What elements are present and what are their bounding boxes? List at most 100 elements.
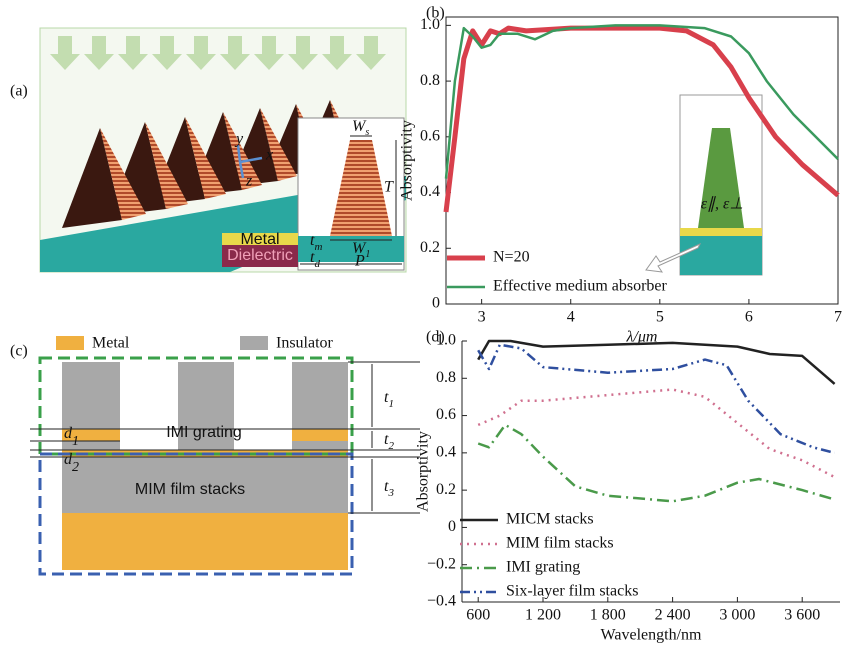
x-tick-label: 1 200 — [525, 607, 561, 624]
legend-label: Dielectric — [227, 247, 293, 264]
thickness-label: td — [310, 249, 320, 270]
thickness-label: d2 — [64, 451, 79, 475]
legend-label: MIM film stacks — [506, 535, 614, 552]
subscript: 2 — [388, 440, 394, 452]
inset-metal — [680, 228, 762, 236]
legend-label: IMI grating — [506, 559, 580, 576]
x-tick-label: 3 000 — [719, 607, 755, 624]
symbol: t — [310, 249, 315, 266]
panel-label: (b) — [426, 5, 445, 22]
y-tick-label: 1.0 — [436, 332, 456, 349]
y-tick-label: 0 — [448, 518, 456, 535]
insulator-layer — [62, 457, 348, 513]
metal-bar — [292, 429, 348, 441]
x-tick-label: 4 — [567, 309, 575, 326]
y-tick-label: 0.6 — [420, 127, 440, 144]
dielectric-swatch — [222, 245, 298, 267]
x-tick-label: 3 — [478, 309, 486, 326]
series-line — [477, 388, 836, 479]
y-tick-label: 0.4 — [436, 444, 456, 461]
axis-letter: y — [234, 131, 244, 148]
symbol: t — [310, 232, 315, 249]
legend-label: Metal — [240, 231, 279, 248]
x-tick-label: 6 — [745, 309, 753, 326]
legend-label: Six-layer film stacks — [506, 583, 638, 600]
panel-a: (a) y x z Ws T — [10, 27, 407, 273]
symbol: W — [352, 240, 367, 257]
legend-label: Metal — [92, 335, 130, 352]
x-tick-label: 2 400 — [655, 607, 691, 624]
panel-c: (c) Metal Insulator IMI grating MIM film… — [10, 335, 420, 576]
y-tick-label: 1.0 — [420, 16, 440, 33]
symbol: t — [384, 389, 389, 406]
y-tick-label: −0.4 — [427, 593, 456, 610]
y-tick-label: 0.8 — [436, 369, 456, 386]
thickness-label: t1 — [384, 389, 394, 410]
plot-frame — [445, 16, 839, 305]
inset-base — [680, 236, 762, 275]
axes-glyph — [236, 144, 263, 179]
thickness-label: t2 — [384, 431, 394, 452]
subscript: 1 — [365, 249, 370, 260]
dimension-label: Ws — [352, 118, 369, 138]
series-line — [477, 343, 835, 455]
x-axis-label: Wavelength/nm — [601, 627, 702, 644]
legend-label: MICM stacks — [506, 511, 594, 528]
subscript: 3 — [387, 487, 394, 499]
inset-pointer — [645, 242, 702, 273]
x-tick-label: 3 600 — [784, 607, 820, 624]
insulator-pillar — [178, 362, 234, 450]
dimension-label: T — [384, 179, 394, 196]
inset — [645, 94, 763, 276]
axis-letter: z — [245, 173, 253, 190]
subscript: 1 — [388, 398, 394, 410]
x-tick-label: 5 — [656, 309, 664, 326]
dimension-label: P — [354, 253, 365, 270]
symbol: d — [64, 425, 73, 442]
region-label: IMI grating — [166, 424, 242, 441]
subscript: 2 — [72, 460, 79, 475]
x-axis-label: λ/μm — [626, 329, 658, 346]
x-tick-label: 1 800 — [590, 607, 626, 624]
symbol: t — [384, 431, 389, 448]
y-tick-label: 0 — [432, 295, 440, 312]
metal-bar — [62, 429, 120, 441]
y-tick-label: 0.4 — [420, 183, 440, 200]
legend-label: Effective medium absorber — [493, 278, 668, 295]
y-tick-label: 0.8 — [420, 72, 440, 89]
thickness-label: t3 — [384, 478, 394, 499]
level-lines — [30, 361, 420, 514]
thickness-label: d1 — [64, 425, 79, 449]
region-label: MIM film stacks — [135, 481, 245, 498]
panel-label: (a) — [10, 83, 28, 100]
subscript: m — [314, 241, 322, 253]
annotation: ε∥, ε⊥ — [701, 196, 744, 213]
x-tick-label: 7 — [834, 309, 842, 326]
y-tick-label: −0.2 — [427, 555, 456, 572]
legend-label: N=20 — [493, 249, 530, 266]
y-tick-label: 0.6 — [436, 406, 456, 423]
metal-swatch — [56, 336, 84, 350]
series-line — [444, 24, 839, 179]
dimension-label: W1 — [352, 240, 370, 260]
stack-outline — [38, 452, 354, 576]
x-tick-label: 600 — [466, 607, 490, 624]
thickness-label: tm — [310, 232, 322, 253]
symbol: d — [64, 451, 73, 468]
unit-cell-ridge — [330, 140, 392, 236]
y-tick-label: 0.2 — [436, 481, 456, 498]
inset-ridge — [698, 128, 744, 228]
y-tick-label: 0.2 — [420, 239, 440, 256]
light-arrows — [50, 36, 386, 70]
legend-label: Insulator — [276, 335, 334, 352]
subscript: 1 — [72, 434, 79, 449]
series-line — [443, 25, 840, 213]
series-line — [477, 423, 835, 503]
panel-label: (d) — [426, 329, 445, 346]
charts: 0 0.2 0.4 0.6 0.8 1.0 3 4 5 6 7 λ/μm Absorptivity (b)… — [399, 5, 842, 644]
series-line — [477, 339, 836, 385]
axis-letter: x — [265, 147, 273, 164]
subscript: s — [365, 127, 369, 138]
panel-label: (c) — [10, 343, 28, 360]
